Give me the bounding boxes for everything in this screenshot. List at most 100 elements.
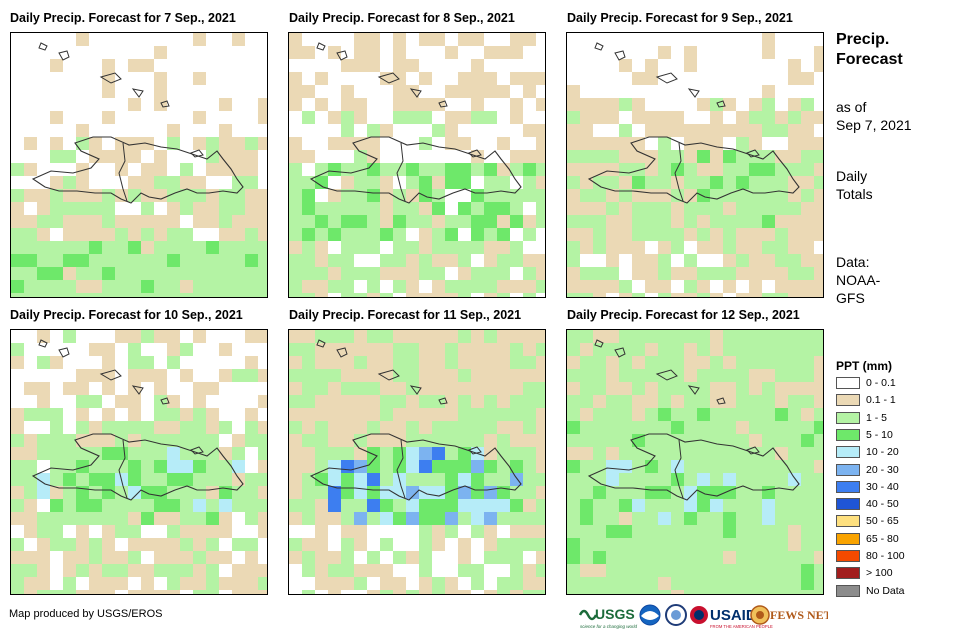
precip-cell: [315, 538, 328, 551]
precip-cell: [89, 254, 102, 267]
precip-cell: [419, 343, 432, 356]
precip-cell: [814, 215, 823, 228]
precip-cell: [801, 72, 814, 85]
precip-cell: [510, 395, 523, 408]
precip-cell: [302, 137, 315, 150]
precip-cell: [458, 395, 471, 408]
precip-cell: [354, 267, 367, 280]
precip-cell: [671, 72, 684, 85]
precip-cell: [328, 241, 341, 254]
precip-cell: [406, 176, 419, 189]
precip-cell: [723, 85, 736, 98]
precip-cell: [328, 486, 341, 499]
precip-cell: [658, 499, 671, 512]
precip-cell: [593, 202, 606, 215]
precip-cell: [432, 189, 445, 202]
precip-cell: [341, 33, 354, 46]
precip-cell: [258, 551, 267, 564]
precip-cell: [315, 98, 328, 111]
precip-cell: [762, 163, 775, 176]
precip-cell: [380, 460, 393, 473]
precip-cell: [814, 85, 823, 98]
precip-cell: [510, 254, 523, 267]
precip-cell: [710, 421, 723, 434]
precip-cell: [432, 356, 445, 369]
precip-cell: [736, 215, 749, 228]
precip-cell: [341, 343, 354, 356]
precip-cell: [458, 267, 471, 280]
precip-cell: [814, 343, 823, 356]
precip-cell: [180, 369, 193, 382]
precip-cell: [341, 525, 354, 538]
precip-cell: [206, 124, 219, 137]
precip-cell: [723, 267, 736, 280]
precip-cell: [458, 434, 471, 447]
precip-cell: [536, 434, 545, 447]
precip-cell: [128, 98, 141, 111]
precip-cell: [128, 46, 141, 59]
precip-cell: [762, 434, 775, 447]
precip-cell: [380, 46, 393, 59]
precip-cell: [536, 382, 545, 395]
precip-cell: [697, 59, 710, 72]
precip-cell: [510, 59, 523, 72]
precip-cell: [406, 343, 419, 356]
precip-cell: [302, 72, 315, 85]
precip-cell: [180, 228, 193, 241]
legend-label: 80 - 100: [866, 550, 905, 562]
precip-cell: [523, 150, 536, 163]
precip-cell: [328, 46, 341, 59]
precip-cell: [289, 254, 302, 267]
precip-cell: [632, 137, 645, 150]
precip-cell: [510, 241, 523, 254]
precip-cell: [206, 382, 219, 395]
precip-cell: [775, 499, 788, 512]
precip-cell: [580, 72, 593, 85]
precip-cell: [645, 512, 658, 525]
precip-cell: [632, 176, 645, 189]
precip-cell: [76, 254, 89, 267]
precip-cell: [128, 293, 141, 297]
precip-cell: [354, 330, 367, 343]
precip-cell: [315, 369, 328, 382]
precip-cell: [419, 330, 432, 343]
precip-cell: [484, 267, 497, 280]
precip-cell: [341, 564, 354, 577]
precip-cell: [645, 72, 658, 85]
precip-cell: [419, 525, 432, 538]
precip-cell: [658, 538, 671, 551]
precip-cell: [510, 98, 523, 111]
precip-cell: [102, 124, 115, 137]
precip-cell: [141, 163, 154, 176]
precip-cell: [684, 460, 697, 473]
precip-cell: [775, 280, 788, 293]
precip-cell: [76, 343, 89, 356]
legend-label: 10 - 20: [866, 446, 899, 459]
precip-cell: [167, 254, 180, 267]
precip-cell: [258, 111, 267, 124]
precip-cell: [219, 369, 232, 382]
precip-cell: [341, 512, 354, 525]
precip-cell: [406, 189, 419, 202]
precip-cell: [367, 33, 380, 46]
precip-cell: [367, 46, 380, 59]
precip-cell: [380, 215, 393, 228]
precip-cell: [302, 241, 315, 254]
precip-cell: [289, 447, 302, 460]
precip-cell: [167, 434, 180, 447]
precip-cell: [671, 163, 684, 176]
island-outline: [746, 149, 760, 158]
forecast-map-day10: [11, 330, 267, 594]
legend-swatch: [836, 567, 860, 580]
precip-cell: [89, 202, 102, 215]
precip-cell: [24, 150, 37, 163]
precip-cell: [536, 137, 545, 150]
precip-cell: [567, 215, 580, 228]
precip-cell: [814, 473, 823, 486]
precip-cell: [206, 356, 219, 369]
precip-cell: [367, 382, 380, 395]
precip-cell: [258, 59, 267, 72]
precip-cell: [24, 33, 37, 46]
precip-cell: [393, 382, 406, 395]
precip-cell: [684, 267, 697, 280]
